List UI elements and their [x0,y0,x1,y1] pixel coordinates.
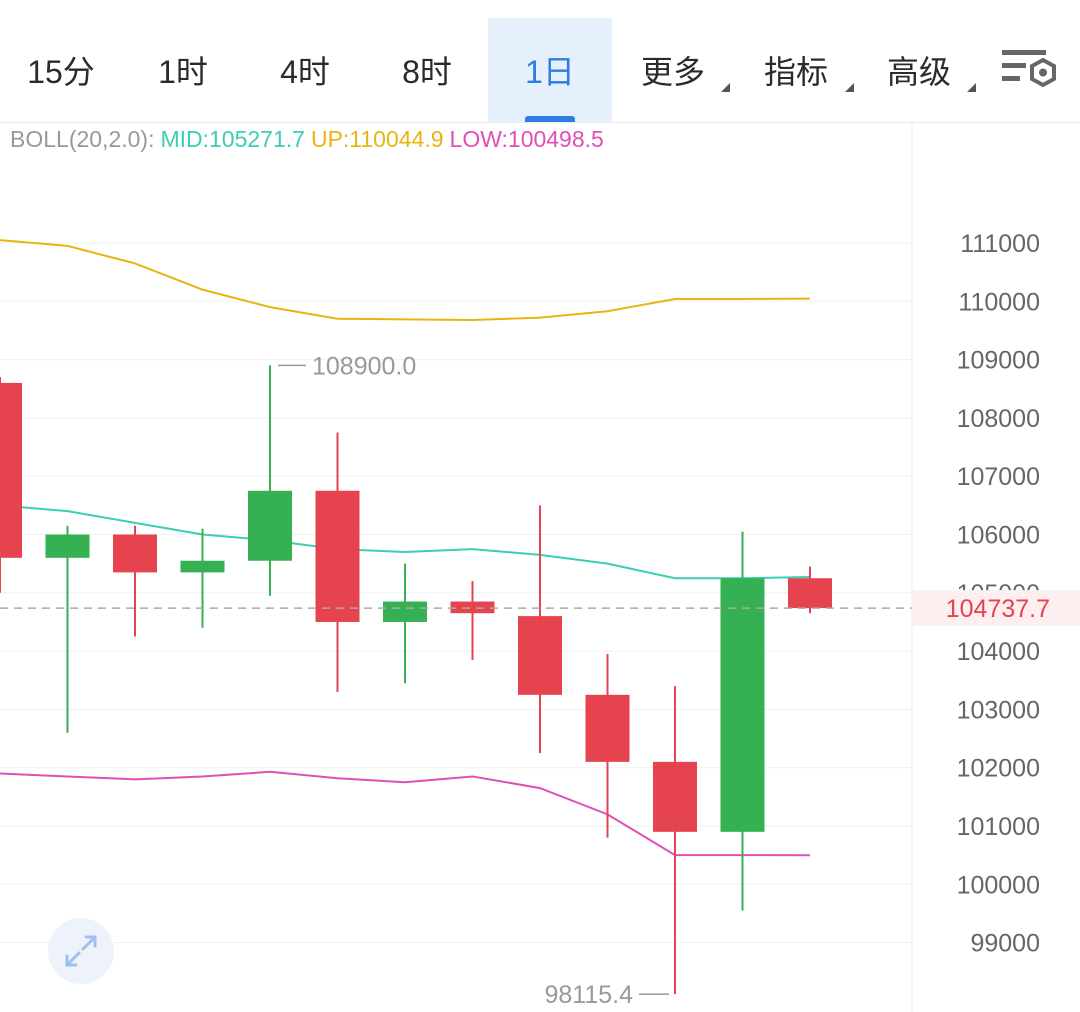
candle-body [0,382,22,558]
y-tick-label: 100000 [957,871,1040,899]
candle-body [383,601,427,622]
tab-高级[interactable]: 高级 [858,18,980,122]
boll-upper-line [0,239,811,321]
tab-label: 更多 [640,54,705,90]
tab-更多[interactable]: 更多 [612,18,734,122]
tab-8时[interactable]: 8时 [366,18,488,122]
candle-body [450,601,495,614]
boll-legend-mid: MID:105271.7 [160,126,305,152]
tab-15分[interactable]: 15分 [0,18,122,122]
y-tick-label: 102000 [957,755,1040,783]
expand-button[interactable] [48,918,114,984]
tab-1日[interactable]: 1日 [488,18,612,122]
candle-body [45,534,90,558]
dropdown-caret-icon [845,83,854,92]
candle-body [788,578,832,609]
y-tick-label: 99000 [970,930,1040,958]
y-tick-label: 103000 [957,696,1040,724]
candlestick-chart[interactable]: 1110001100001090001080001070001060001050… [0,122,1080,1012]
y-tick-label: 104000 [957,638,1040,666]
candle-body [653,761,697,832]
tab-label: 指标 [763,54,828,90]
tab-label: 高级 [886,54,951,90]
max-price-label: 108900.0 [312,352,416,380]
tab-1时[interactable]: 1时 [122,18,244,122]
y-tick-label: 108000 [957,405,1040,433]
y-tick-label: 106000 [957,522,1040,550]
boll-legend-low: LOW:100498.5 [449,126,604,152]
candle-body [585,694,630,762]
candle-body [180,560,225,573]
tab-label: 15分 [27,54,95,90]
dropdown-caret-icon [721,83,730,92]
tab-label: 8时 [402,54,452,90]
candle-body [113,534,157,573]
y-tick-label: 110000 [958,288,1040,316]
timeframe-tab-bar: 15分 1时 4时 8时 1日 更多 指标 高级 [0,0,1080,123]
candle-body [315,490,360,622]
tab-label: 4时 [280,54,330,90]
y-tick-label: 107000 [957,463,1040,491]
candle-body [518,616,562,695]
y-tick-label: 101000 [957,813,1040,841]
tab-4时[interactable]: 4时 [244,18,366,122]
y-tick-label: 111000 [960,230,1040,258]
boll-legend: BOLL(20,2.0): MID:105271.7 UP:110044.9 LOW:… [10,126,610,153]
candle-body [248,490,292,561]
current-price-label: 104737.7 [946,595,1050,623]
tab-指标[interactable]: 指标 [734,18,858,122]
boll-mid-line [0,504,811,580]
y-tick-label: 109000 [957,347,1040,375]
min-price-label: 98115.4 [544,981,633,1009]
current-price-tag [913,590,1080,627]
boll-legend-name: BOLL(20,2.0): [10,126,155,152]
tab-label: 1时 [158,54,208,90]
candle-body [720,578,765,832]
dropdown-caret-icon [967,83,976,92]
boll-legend-up: UP:110044.9 [310,126,444,152]
chart-settings-icon[interactable] [1000,46,1058,92]
expand-arrows-icon [65,935,97,967]
tab-label: 1日 [525,54,575,90]
